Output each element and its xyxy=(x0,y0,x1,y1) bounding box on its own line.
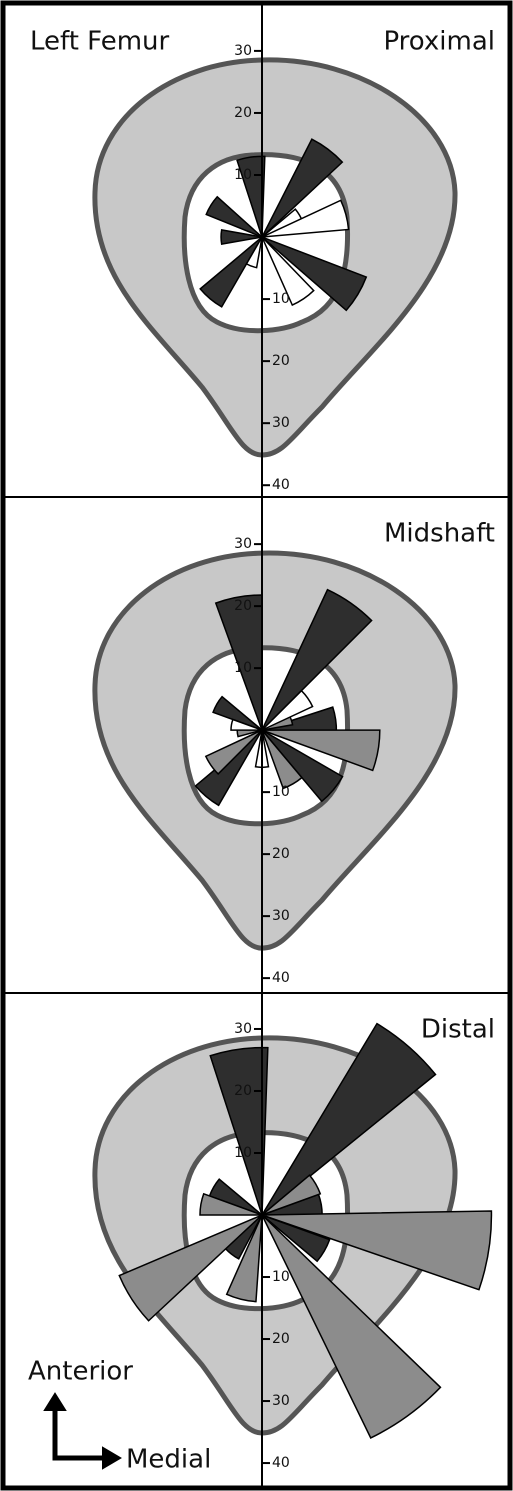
panel-title: Distal xyxy=(421,1015,495,1045)
tick-label: 10 xyxy=(234,167,252,183)
tick-label: 20 xyxy=(272,1331,290,1347)
figure: Proximal 30 20 10 10 20 30 40 Midshaft 30 20 10 10 20… xyxy=(0,0,513,1491)
tick-label: 10 xyxy=(272,291,290,307)
tick-label: 20 xyxy=(234,105,252,121)
tick-label: 40 xyxy=(272,1455,290,1471)
tick-label: 20 xyxy=(234,1083,252,1099)
tick-label: 30 xyxy=(234,1021,252,1037)
panel-title: Proximal xyxy=(383,27,495,57)
tick-label: 10 xyxy=(272,784,290,800)
tick-label: 10 xyxy=(234,1145,252,1161)
figure-label: Left Femur xyxy=(30,27,170,57)
tick-label: 30 xyxy=(234,43,252,59)
panel-title: Midshaft xyxy=(384,519,495,549)
tick-label: 10 xyxy=(272,1269,290,1285)
tick-label: 40 xyxy=(272,970,290,986)
tick-label: 20 xyxy=(272,353,290,369)
tick-label: 20 xyxy=(272,846,290,862)
direction-label: Medial xyxy=(126,1445,211,1475)
tick-label: 40 xyxy=(272,477,290,493)
tick-label: 10 xyxy=(234,660,252,676)
tick-label: 30 xyxy=(272,1393,290,1409)
tick-label: 20 xyxy=(234,598,252,614)
direction-label: Anterior xyxy=(28,1357,133,1387)
tick-label: 30 xyxy=(272,908,290,924)
tick-label: 30 xyxy=(234,536,252,552)
panels: Proximal 30 20 10 10 20 30 40 Midshaft 30 20 10 10 20… xyxy=(95,5,495,1486)
tick-label: 30 xyxy=(272,415,290,431)
